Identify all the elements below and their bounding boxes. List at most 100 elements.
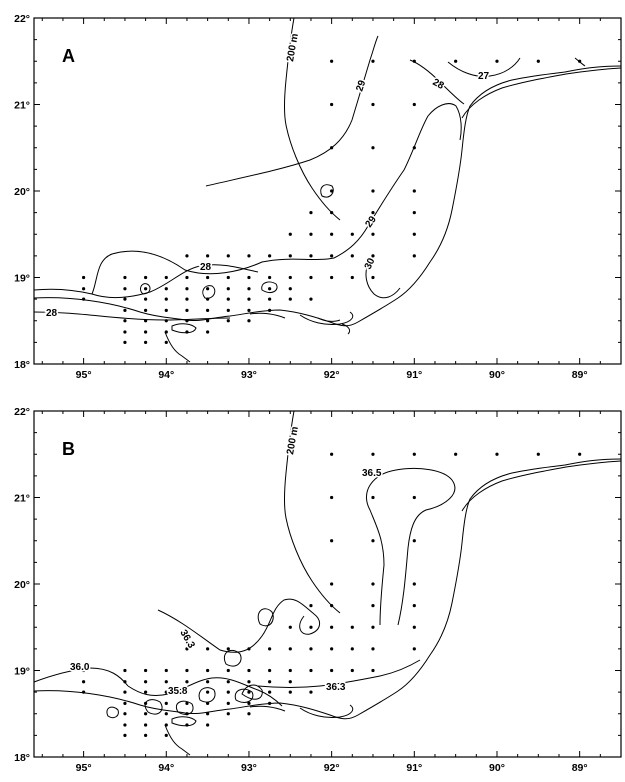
station-point [412, 625, 416, 629]
station-point [226, 680, 230, 684]
station-point [206, 287, 210, 291]
lat-tick-label: 21° [14, 100, 30, 112]
panel-a-contour-28-coast [33, 311, 231, 321]
panel-b-label: B [62, 439, 75, 459]
station-point [288, 287, 292, 291]
panel-b-contour-36-5 [365, 467, 456, 626]
station-point [123, 275, 127, 280]
station-point [144, 275, 148, 280]
station-point [144, 712, 148, 716]
station-point [371, 668, 375, 673]
station-point [371, 59, 375, 63]
station-point [330, 539, 334, 543]
panel-a-axis-ticks: 95° 94° 93° 92° 91° 90° 89° 18° 19° 20° 21° 22° [14, 13, 622, 381]
station-point [123, 287, 127, 291]
panel-a: A 95° 94° 93° 92° 91° 90° 89° 18° 19° 20° 21° 22° 2… [14, 13, 622, 381]
station-point [495, 59, 499, 63]
station-point [288, 625, 292, 629]
panel-b-peninsula [164, 704, 354, 756]
station-point [164, 340, 168, 344]
station-point [371, 189, 375, 193]
panel-b-contour-36-3-south [257, 659, 421, 688]
lon-tick-label: 91° [406, 369, 422, 381]
panel-b-isobath-200m [284, 410, 341, 614]
station-point [144, 340, 148, 344]
station-point [412, 452, 416, 456]
station-point [123, 701, 127, 705]
lat-tick-label: 20° [14, 186, 30, 198]
station-point [350, 254, 354, 258]
lon-tick-label: 92° [324, 369, 340, 381]
panel-a-contour-label-30: 30 [363, 256, 378, 271]
station-point [371, 275, 375, 280]
station-point [288, 668, 292, 673]
panel-a-contour-28-north [409, 59, 465, 105]
station-point [185, 680, 189, 684]
panel-a-contour-label-28c: 28 [46, 308, 58, 319]
station-point [247, 254, 251, 258]
station-point [226, 308, 230, 312]
station-point [206, 723, 210, 727]
station-point [330, 275, 334, 280]
station-point [164, 275, 168, 280]
station-point [206, 690, 210, 694]
station-point [309, 297, 313, 301]
station-point [412, 102, 416, 107]
panel-b-closed-contour-8 [257, 608, 274, 627]
panel-a-contour-29-south [33, 103, 462, 295]
station-point [185, 690, 189, 694]
panel-a-stations [82, 59, 582, 344]
station-point [309, 625, 313, 629]
lat-tick-label: 20° [14, 579, 30, 591]
station-point [371, 539, 375, 543]
station-point [371, 102, 375, 107]
station-point [206, 330, 210, 334]
station-point [123, 297, 127, 301]
station-point [164, 680, 168, 684]
station-point [288, 297, 292, 301]
panel-a-contour-label-28a: 28 [431, 77, 446, 92]
station-point [206, 668, 210, 673]
station-point [309, 211, 313, 215]
station-point [226, 297, 230, 301]
station-point [371, 452, 375, 456]
station-point [185, 275, 189, 280]
station-point [144, 680, 148, 684]
station-point [412, 539, 416, 543]
station-point [123, 319, 127, 323]
panel-a-frame [33, 17, 622, 365]
panel-b-frame [33, 410, 622, 758]
panel-a-contour-label-27: 27 [478, 71, 490, 82]
station-point [82, 680, 86, 684]
station-point [330, 582, 334, 586]
lon-tick-label: 90° [489, 762, 505, 774]
station-point [412, 189, 416, 193]
lat-tick-label: 22° [14, 406, 30, 418]
panel-a-contour-28-south [91, 264, 259, 299]
station-point [371, 582, 375, 586]
station-point [309, 275, 313, 280]
lat-tick-label: 19° [14, 666, 30, 678]
station-point [144, 297, 148, 301]
station-point [330, 647, 334, 651]
station-point [226, 647, 230, 651]
station-point [412, 604, 416, 608]
station-point [495, 452, 499, 456]
station-point [123, 690, 127, 694]
station-point [185, 297, 189, 301]
station-point [206, 254, 210, 258]
station-point [412, 254, 416, 258]
station-point [330, 452, 334, 456]
station-point [309, 647, 313, 651]
panel-b-closed-contour-7 [224, 649, 242, 667]
station-point [412, 232, 416, 236]
station-point [144, 330, 148, 334]
station-point [371, 254, 375, 258]
station-point [185, 287, 189, 291]
station-point [268, 254, 272, 258]
panel-a-contour-29-north [205, 35, 379, 187]
station-point [185, 701, 189, 705]
lon-tick-label: 93° [241, 369, 257, 381]
station-point [288, 275, 292, 280]
